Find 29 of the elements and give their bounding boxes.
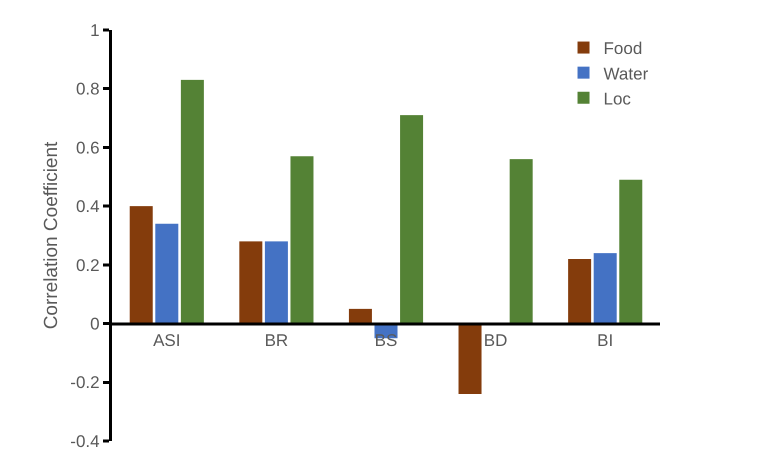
bar [619, 180, 642, 324]
legend-label: Food [604, 39, 642, 58]
bar [348, 308, 372, 324]
x-tick-label: BI [597, 330, 614, 350]
y-tick-label: 0.6 [76, 138, 100, 158]
x-tick-label: BR [264, 330, 288, 350]
legend-label: Water [604, 64, 649, 84]
y-tick-label: -0.4 [70, 432, 100, 451]
bar [458, 324, 482, 394]
y-axis-title: Correlation Coefficient [41, 140, 62, 330]
legend-label: Loc [604, 89, 632, 108]
y-tick-label: -0.2 [70, 373, 100, 392]
bar [264, 241, 288, 324]
bar [239, 241, 262, 324]
bar [400, 115, 424, 324]
bar [290, 156, 314, 324]
bar [130, 206, 153, 324]
x-tick-label: BD [484, 330, 508, 350]
bar [180, 80, 204, 324]
bar [594, 253, 617, 324]
y-tick-label: 1 [90, 20, 100, 40]
bar [568, 258, 592, 324]
y-tick-label: 0.8 [76, 80, 100, 99]
bar [510, 159, 533, 324]
x-tick-label: ASI [153, 330, 181, 350]
y-tick-label: 0.4 [76, 197, 100, 216]
y-tick-label: 0 [90, 314, 100, 334]
y-tick-label: 0.2 [76, 256, 100, 275]
bar [155, 224, 178, 324]
